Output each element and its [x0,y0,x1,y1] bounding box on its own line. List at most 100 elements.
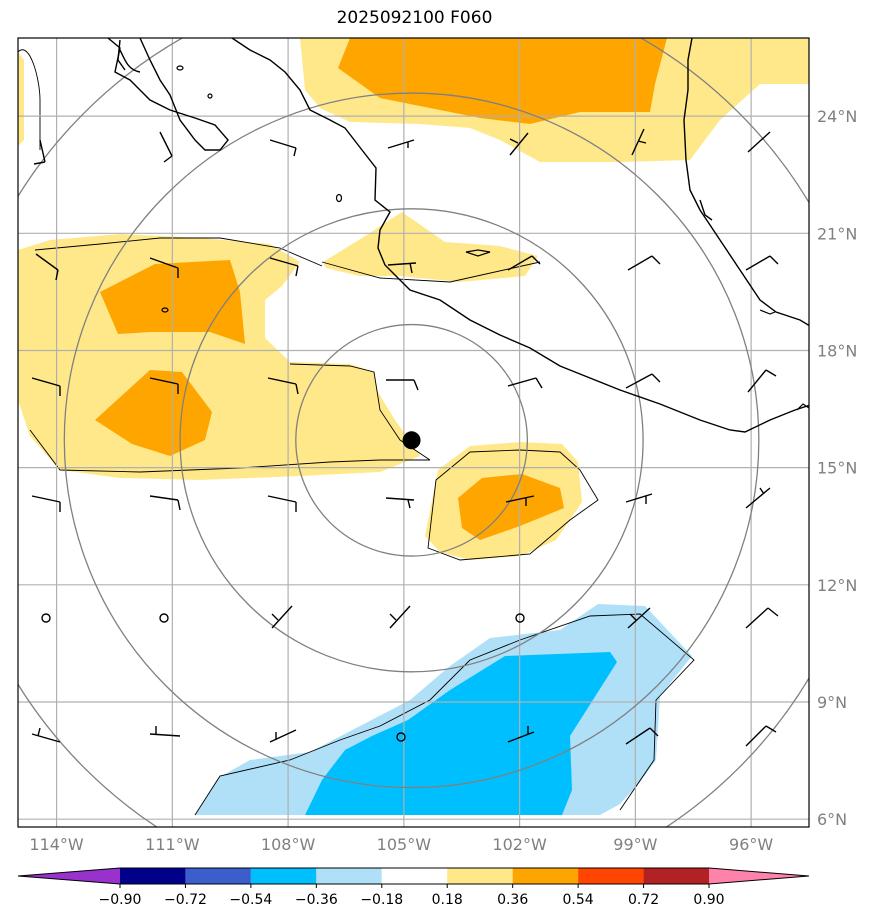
anomaly-positive-top-core [338,38,667,124]
range-ring [295,323,528,557]
range-rings [18,38,809,827]
wind-barb [31,377,61,396]
colorbar-swatch [120,868,186,884]
latitude-label: 21°N [817,224,857,243]
wind-barb [627,607,651,629]
longitude-label: 105°W [377,835,432,854]
calm-marker [159,613,169,623]
wind-barb [271,605,293,629]
wind-barb [33,139,46,165]
storm-center-marker [402,431,421,450]
wind-barb [389,605,411,629]
wind-barb [507,377,543,389]
colorbar-tick-label: −0.18 [360,892,403,908]
wind-barb [267,377,299,395]
wind-barb [269,257,299,277]
latitude-label: 6°N [817,810,847,829]
colorbar-tick-label: 0.54 [563,892,594,908]
anomaly-positive-coast [323,212,538,282]
anomaly-negative-south-core [305,652,617,815]
anomaly-positive-southeast-core [458,474,564,540]
wind-barb [627,255,661,271]
wind-barb [509,132,529,156]
wind-barb [625,373,661,389]
wind-barb [159,131,173,163]
wind-barb [625,493,653,504]
wind-barb [31,495,61,512]
colorbar-swatch [316,868,382,884]
coastline [107,38,809,433]
colorbar-tick-label: −0.54 [229,892,272,908]
wind-barb [149,726,181,737]
calm-marker [41,613,51,623]
wind-barb [505,495,535,506]
wind-barb [747,131,771,153]
latitude-label: 15°N [817,459,857,478]
wind-barb [745,255,779,271]
colorbar-tick-label: −0.90 [99,892,142,908]
colorbar-tick-label: −0.36 [295,892,338,908]
wind-barb [269,729,297,743]
longitude-label: 108°W [261,835,316,854]
calm-wind-markers [41,613,525,742]
anomaly-positive-west-core-south [95,370,212,456]
wind-barb [745,487,771,509]
colorbar-tick-label: 0.72 [628,892,659,908]
range-ring [63,92,760,789]
wind-barb [507,726,535,743]
wind-barb [387,262,417,274]
latitude-label: 12°N [817,576,857,595]
colorbar-swatch [578,868,644,884]
longitude-label: 114°W [29,835,84,854]
islands [161,65,809,411]
colorbar-tick-label: 0.36 [497,892,528,908]
map-title: 2025092100 F060 [336,8,493,28]
colorbar: −0.90 −0.72 −0.54 −0.36 −0.18 0.18 0.36 0.54 0.7… [17,867,810,908]
colorbar-swatch [381,868,448,884]
wind-barb [625,727,659,745]
colorbar-tick-label: 0.90 [693,892,724,908]
colorbar-tick-label: 0.18 [432,892,463,908]
wind-barb [507,255,541,271]
colorbar-swatch [185,868,251,884]
plot-area [18,38,809,827]
filled-contours [18,38,809,815]
range-ring [179,208,644,673]
longitude-label: 102°W [492,835,547,854]
wind-barb [31,727,61,743]
wind-barb [149,495,181,511]
wind-barb [386,379,419,391]
wind-barb [35,253,59,281]
wind-barb [149,377,179,394]
gridlines [18,38,809,827]
longitude-label: 111°W [145,835,200,854]
wind-barb [745,725,777,747]
colorbar-extend-min [18,868,120,884]
anomaly-positive-left-edge [18,52,24,146]
latitude-label: 18°N [817,341,857,360]
wind-barb [631,128,647,156]
longitude-label: 99°W [613,835,657,854]
wind-barb [267,495,297,512]
wind-barb [385,497,415,509]
calm-marker [396,732,406,742]
colorbar-swatch [643,868,709,884]
latitude-label: 9°N [817,693,847,712]
plot-frame [17,37,810,828]
colorbar-extend-max [709,868,809,884]
colorbar-swatch [447,868,513,884]
wind-barb [387,139,415,149]
colorbar-swatch [512,868,579,884]
wind-barbs [31,128,779,747]
colorbar-tick-label: −0.72 [164,892,207,908]
latitude-label: 24°N [817,107,857,126]
wind-barb [149,257,179,278]
wind-barb [745,607,779,629]
colorbar-swatch [250,868,317,884]
latitude-tick-labels: 24°N 21°N 18°N 15°N 12°N 9°N 6°N [817,107,857,829]
calm-marker [515,613,525,623]
longitude-tick-labels: 114°W 111°W 108°W 105°W 102°W 99°W 96°W [29,835,773,854]
longitude-label: 96°W [729,835,773,854]
wind-barb [747,369,777,393]
